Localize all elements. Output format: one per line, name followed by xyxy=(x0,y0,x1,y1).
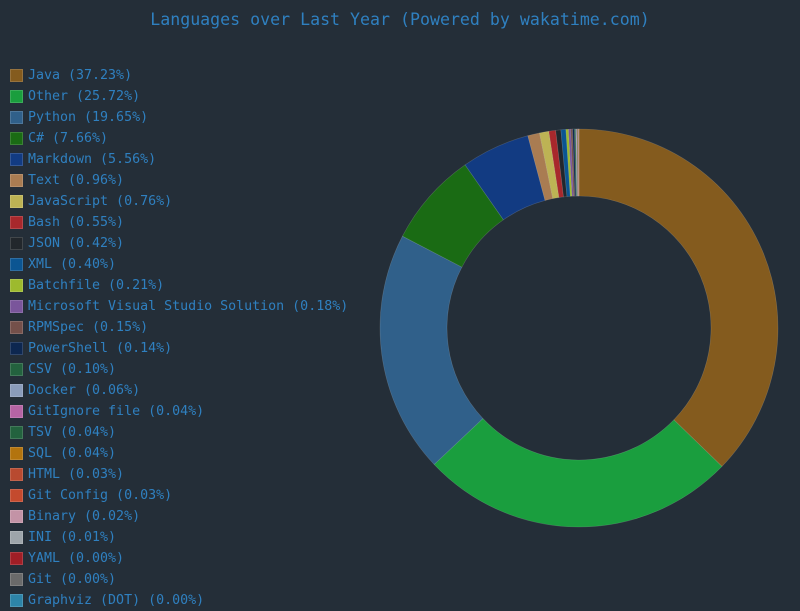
slice-python[interactable] xyxy=(380,236,483,464)
slice-java[interactable] xyxy=(579,129,778,466)
slice-other[interactable] xyxy=(434,419,722,527)
